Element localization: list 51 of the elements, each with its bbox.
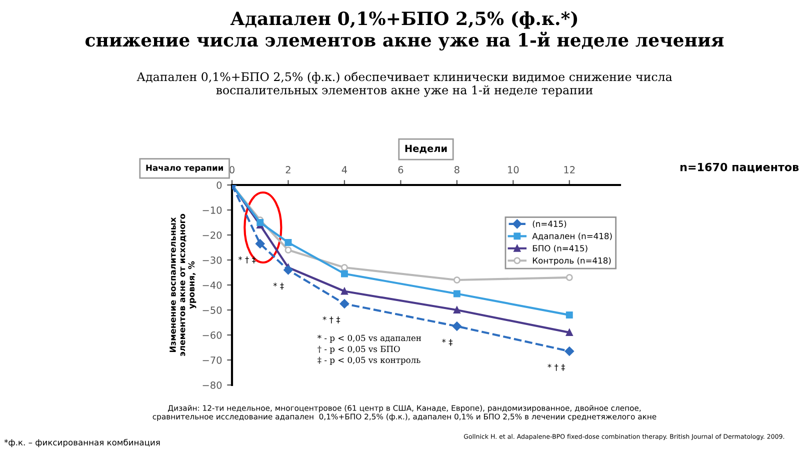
annotation: * ‡ <box>442 338 453 346</box>
y-tick-label: −70 <box>202 356 222 364</box>
point <box>284 246 292 254</box>
point <box>453 306 460 314</box>
point <box>453 290 460 298</box>
legend-label: Адапален (n=418) <box>532 232 612 240</box>
point <box>566 274 573 281</box>
legend-label: БПО (n=415) <box>532 244 588 252</box>
point <box>566 329 573 336</box>
point <box>452 322 462 331</box>
x-tick-label: 0 <box>230 166 234 174</box>
point <box>255 239 265 248</box>
y-tick-label: −60 <box>202 331 222 339</box>
annotation: † - p < 0,05 vs БПО <box>318 346 400 354</box>
x-tick-label: 2 <box>286 166 290 174</box>
point <box>256 219 264 226</box>
y-axis-title: Изменение воспалительных элементов акне от исходного уровня, % <box>170 214 196 356</box>
legend-label: (n=415) <box>532 220 566 228</box>
chart-subtitle: Адапален 0,1%+БПО 2,5% (ф.к.) обеспечивает клинически видимое снижение числа воспалительных элементов акне уже на 1-й неделе терапии <box>136 72 672 97</box>
y-tick-label: −40 <box>202 281 222 289</box>
text: *ф.к. – фиксированная комбинация <box>4 438 160 448</box>
text: n=1670 пациентов <box>680 162 799 173</box>
y-tick-label: −80 <box>202 381 222 389</box>
point <box>453 276 460 284</box>
annotation: Начало терапии <box>146 164 223 172</box>
point <box>564 346 574 356</box>
legend-label: Контроль (n=418) <box>532 257 611 266</box>
y-tick-label: 0 <box>216 181 222 189</box>
x-tick-label: 8 <box>454 166 460 174</box>
annotation: * † ‡ <box>322 316 340 324</box>
annotation: ‡ - p < 0,05 vs контроль <box>318 356 420 365</box>
point <box>284 239 292 246</box>
x-axis-title: Недели <box>405 144 447 154</box>
point <box>340 299 350 308</box>
y-tick-label: −20 <box>202 231 222 239</box>
x-tick-label: 4 <box>342 166 348 174</box>
point <box>340 288 348 295</box>
annotation: * - p < 0,05 vs адапален <box>317 334 422 343</box>
x-tick-label: 10 <box>508 166 519 174</box>
annotation: * ‡ <box>273 282 284 290</box>
point <box>284 265 293 275</box>
point <box>340 264 348 271</box>
chart-title: Адапален 0,1%+БПО 2,5% (ф.к.*) снижение числа элементов акне уже на 1-й неделе лечения <box>85 11 724 50</box>
x-tick-label: 6 <box>398 166 404 174</box>
x-tick-label: 12 <box>564 166 575 174</box>
y-tick-label: −10 <box>202 206 222 214</box>
y-tick-label: −30 <box>202 256 222 264</box>
point <box>566 312 573 318</box>
y-tick-label: −50 <box>202 306 222 314</box>
annotation: * † ‡ <box>548 364 565 371</box>
point <box>340 270 348 278</box>
